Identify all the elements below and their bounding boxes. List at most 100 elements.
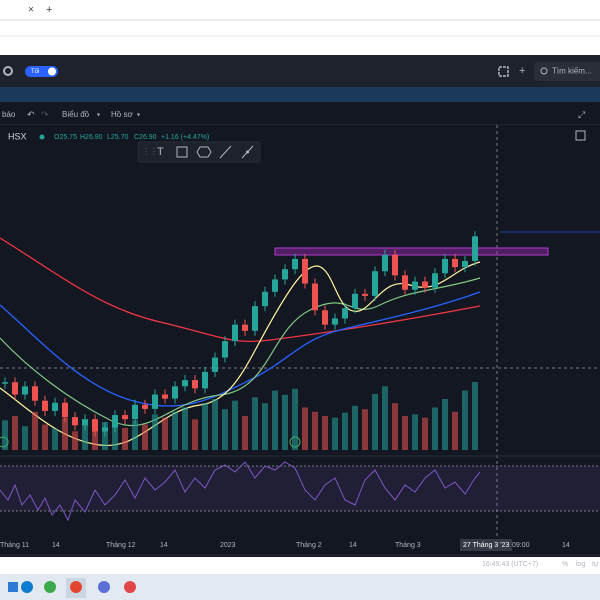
taskbar [0, 574, 600, 600]
layout-icon[interactable] [498, 66, 509, 77]
legend-change: +1.16 (+4.47%) [161, 134, 209, 141]
volume-bar [22, 426, 28, 450]
candle [412, 281, 418, 290]
volume-bar [412, 414, 418, 450]
volume-bar [422, 417, 428, 450]
volume-bar [12, 416, 18, 450]
menu-item[interactable]: báo [2, 110, 16, 119]
volume-bar [132, 420, 138, 450]
dropdown-arrow: ▾ [97, 113, 100, 119]
volume-bar [452, 411, 458, 450]
taskbar-icon[interactable] [124, 581, 136, 593]
chart-icon[interactable] [575, 130, 586, 141]
browser-bar [0, 0, 600, 55]
taskbar-icon[interactable] [44, 581, 56, 593]
x-tick-label: 14 [52, 542, 60, 549]
undo[interactable]: ↶ [27, 109, 35, 119]
fullscreen-icon[interactable]: ⤢ [577, 109, 585, 119]
new-tab[interactable]: + [46, 4, 52, 16]
volume-bar [402, 416, 408, 450]
volume-bar [262, 403, 268, 450]
line-tool[interactable] [219, 145, 232, 159]
candle [252, 306, 258, 331]
x-tick-label: Tháng 12 [106, 542, 136, 549]
rsi-line [0, 461, 481, 522]
settings-icon[interactable] [3, 66, 13, 76]
candle [462, 260, 468, 268]
search-box[interactable] [534, 62, 600, 81]
candle [52, 402, 58, 411]
volume-bar [42, 424, 48, 450]
candle [72, 417, 78, 426]
candles [2, 231, 478, 450]
add-icon[interactable]: + [519, 65, 525, 77]
volume-bar [392, 403, 398, 450]
rect-tool[interactable] [176, 146, 188, 158]
volume-bar [332, 417, 338, 450]
log-toggle[interactable]: log [576, 561, 585, 568]
text-tool[interactable]: T [157, 146, 164, 158]
ma-mid [0, 291, 481, 407]
volume-bar [72, 431, 78, 450]
candle [92, 419, 98, 432]
redo[interactable]: ↷ [41, 109, 49, 119]
volume-bar [282, 394, 288, 450]
clock: 16:49:43 (UTC+7) [482, 561, 538, 568]
taskbar-icon[interactable] [8, 582, 18, 592]
volume-bar [342, 412, 348, 450]
volume-bar [122, 427, 128, 450]
volume-bar [232, 400, 238, 450]
candle [442, 258, 448, 274]
x-tick-label: Tháng 3 [395, 542, 421, 549]
candle [272, 279, 278, 292]
volume-bar [462, 390, 468, 450]
volume-bar [322, 416, 328, 450]
tab-close[interactable]: × [28, 5, 34, 16]
rsi-band [0, 466, 600, 511]
volume-bar [242, 416, 248, 450]
candle [262, 291, 268, 307]
volume-bar [162, 417, 168, 450]
x-tick-label: 14 [160, 542, 168, 549]
candle [362, 293, 368, 296]
legend-low: L25.70 [107, 134, 129, 141]
volume-bar [372, 393, 378, 450]
volume-bar [302, 407, 308, 450]
volume-bar [222, 409, 228, 450]
volume-bar [362, 409, 368, 450]
candle [112, 415, 118, 428]
volume-bar [272, 390, 278, 450]
candle [122, 415, 128, 420]
volume-bar [202, 403, 208, 450]
volume-bar [292, 388, 298, 450]
taskbar-icon[interactable] [70, 581, 82, 593]
candle [32, 386, 38, 401]
candle [132, 404, 138, 420]
candle [382, 254, 388, 272]
x-axis: Tháng 11 14 Tháng 12 14 2023 Tháng 2 14 Tháng 3… [0, 539, 570, 551]
volume-bar [472, 382, 478, 450]
taskbar-icon[interactable] [98, 581, 110, 593]
menu-item[interactable]: Hồ sơ [111, 110, 133, 119]
taskbar-icon[interactable] [21, 581, 33, 593]
ma-short [0, 277, 481, 427]
percent-toggle[interactable]: % [562, 561, 568, 568]
x-tick-label: Tháng 11 [0, 542, 29, 549]
status-dot [39, 134, 45, 140]
candle [302, 258, 308, 284]
shape-tool[interactable] [196, 146, 212, 158]
menu-item[interactable]: Biểu đồ [62, 110, 90, 119]
legend-high: H26.90 [80, 134, 103, 141]
volume-bar [92, 427, 98, 450]
auto-toggle[interactable]: tự [592, 561, 599, 568]
x-tick-label: 14 [562, 542, 570, 549]
candle [142, 404, 148, 409]
candle [312, 283, 318, 311]
candle [172, 386, 178, 399]
candle [162, 394, 168, 399]
resistance-zone [274, 247, 549, 256]
volume-bar [172, 411, 178, 450]
theme-label: Tối [31, 69, 39, 75]
candle [82, 419, 88, 426]
